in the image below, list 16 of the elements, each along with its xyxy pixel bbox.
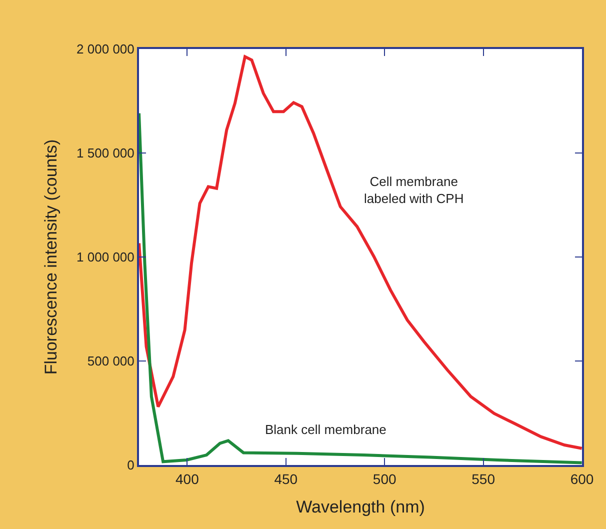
- y-tick-label: 500 000: [87, 354, 134, 369]
- line-series: [139, 112, 582, 464]
- y-tick-label: 1 500 000: [76, 146, 134, 161]
- y-tick-label: 0: [127, 458, 134, 473]
- x-tick-label: 400: [175, 470, 200, 487]
- annotation: Blank cell membrane: [265, 422, 386, 437]
- y-axis-title: Fluorescence intensity (counts): [42, 139, 61, 375]
- x-tick-label: 500: [372, 470, 396, 487]
- y-tick-label: 2 000 000: [76, 42, 134, 57]
- line-series: [139, 55, 582, 450]
- x-axis-title: Wavelength (nm): [296, 498, 425, 517]
- annotation: Cell membrane labeled with CPH: [364, 174, 464, 206]
- x-tick-label: 450: [274, 470, 298, 487]
- y-tick-label: 1 000 000: [76, 250, 134, 265]
- x-tick-label: 550: [472, 470, 496, 487]
- x-tick-label: 600: [570, 470, 594, 487]
